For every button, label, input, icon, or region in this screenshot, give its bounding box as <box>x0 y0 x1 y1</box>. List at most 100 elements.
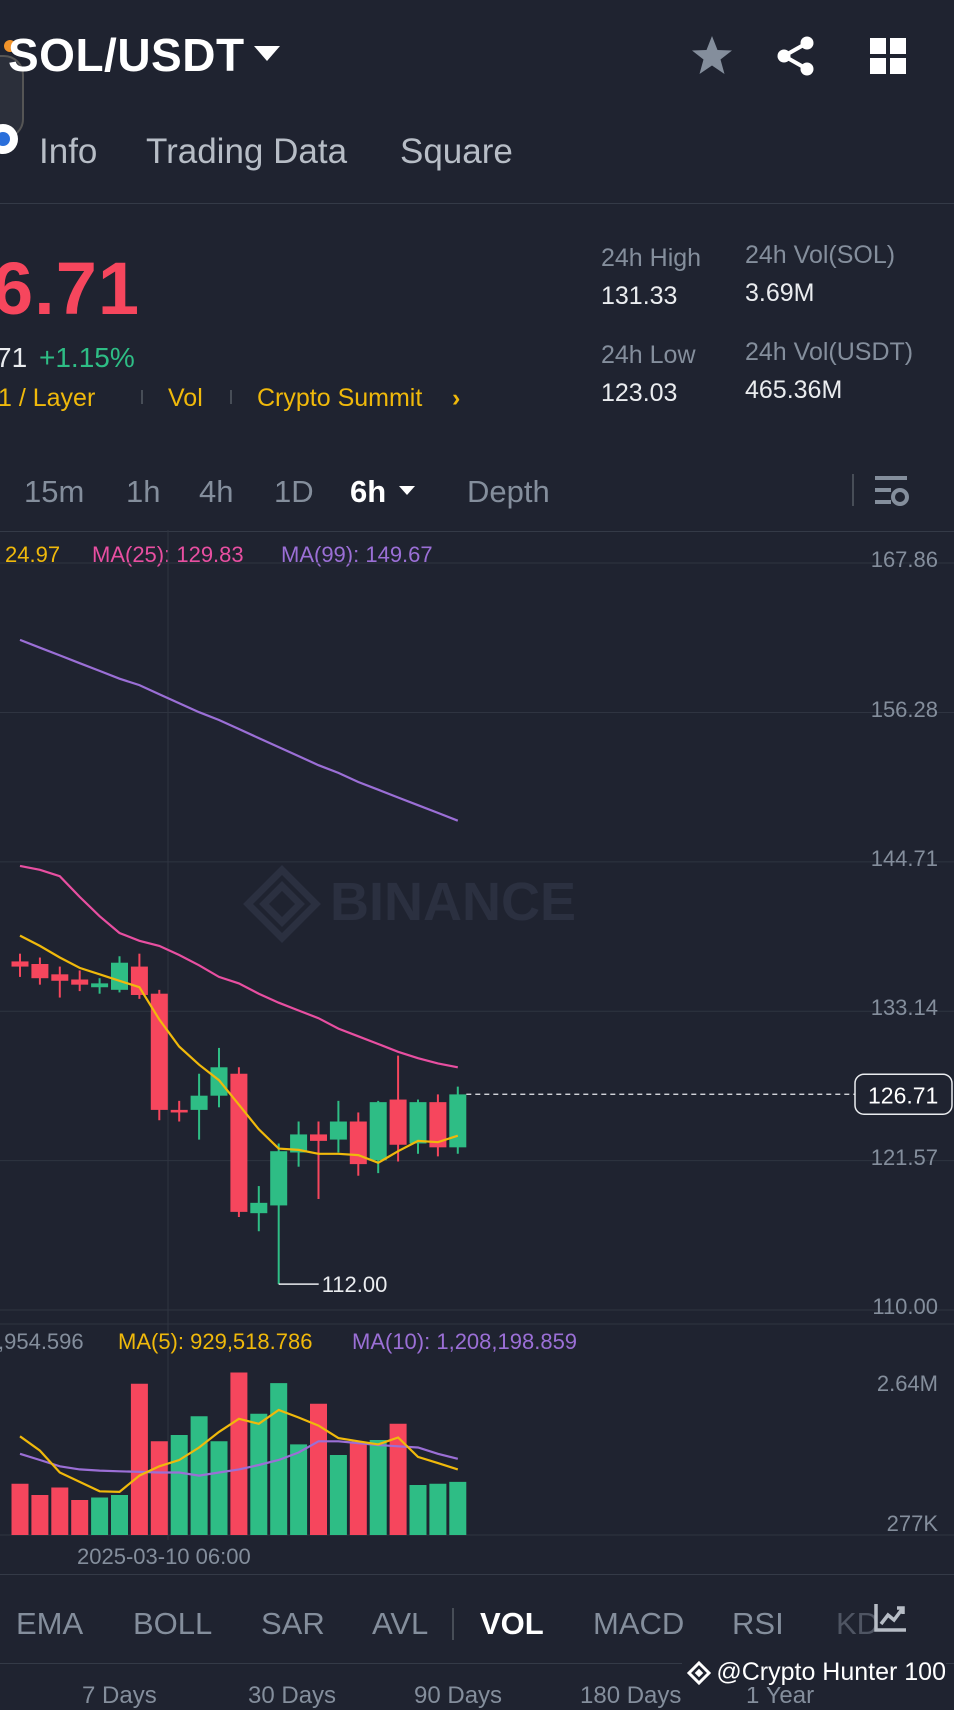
tag-vol[interactable]: Vol <box>168 384 203 412</box>
volume-bar <box>210 1441 228 1535</box>
candle-body <box>349 1121 367 1165</box>
indicator-kd[interactable]: KD <box>836 1606 880 1641</box>
price-axis-label: 167.86 <box>870 547 938 572</box>
grid-icon[interactable] <box>866 34 910 78</box>
volume-bar <box>250 1413 268 1535</box>
candle-body <box>389 1099 407 1145</box>
depth-tab[interactable]: Depth <box>467 474 550 509</box>
chart-top-divider <box>0 531 954 532</box>
tab-square[interactable]: Square <box>400 132 513 171</box>
indicator-ema[interactable]: EMA <box>16 1606 84 1641</box>
indicator-macd[interactable]: MACD <box>593 1606 685 1641</box>
fiat-price: 71 <box>0 342 28 373</box>
candle <box>250 1186 268 1232</box>
tag-crypto-summit[interactable]: Crypto Summit <box>257 384 423 412</box>
candle-body <box>51 974 69 981</box>
x-axis-label: 2025-03-10 06:00 <box>77 1544 251 1569</box>
interval-dropdown-icon[interactable] <box>399 486 415 495</box>
price-axis-label: 156.28 <box>870 696 938 722</box>
indicator-divider <box>452 1608 454 1640</box>
credit-text: @Crypto Hunter 100 <box>716 1658 946 1686</box>
tabs-divider <box>0 203 954 204</box>
star-icon[interactable] <box>690 34 734 78</box>
candle <box>11 953 29 977</box>
volume-bar <box>369 1440 387 1535</box>
price-axis-label: 121.57 <box>870 1144 938 1170</box>
candle <box>71 970 89 992</box>
candle <box>349 1112 367 1176</box>
candle <box>429 1094 447 1157</box>
current-price-marker: 126.71 <box>466 1073 953 1116</box>
interval-4h[interactable]: 4h <box>199 474 234 509</box>
indicator-avl[interactable]: AVL <box>372 1606 429 1641</box>
candle-body <box>130 966 148 995</box>
candle <box>51 966 69 998</box>
volume-bar <box>290 1444 308 1535</box>
volume-bar <box>310 1403 327 1535</box>
price-axis-label: 144.71 <box>870 845 938 871</box>
volume-bar <box>31 1495 49 1535</box>
interval-1d[interactable]: 1D <box>274 474 314 509</box>
indicator-boll[interactable]: BOLL <box>133 1606 213 1641</box>
range-7d[interactable]: 7 Days <box>82 1682 157 1709</box>
indicator-rsi[interactable]: RSI <box>732 1606 784 1641</box>
candle <box>210 1047 228 1108</box>
ma-lines <box>19 638 459 1165</box>
indicator-vol[interactable]: VOL <box>480 1606 544 1641</box>
binance-logo-icon <box>243 865 321 943</box>
tab-trading-data[interactable]: Trading Data <box>146 132 348 171</box>
chevron-right-icon[interactable]: › <box>452 384 461 412</box>
tag-layer[interactable]: 1 / Layer <box>0 384 96 412</box>
interval-6h[interactable]: 6h <box>350 474 387 509</box>
volume-bar <box>349 1443 367 1535</box>
candle-body <box>150 993 168 1110</box>
tab-info[interactable]: Info <box>39 132 98 171</box>
binance-watermark: BINANCE <box>330 872 576 932</box>
price-change: +1.15% <box>39 342 135 373</box>
notification-dot <box>4 40 16 52</box>
candle <box>150 989 168 1121</box>
volume-bar <box>91 1497 109 1535</box>
price-axis-label: 110.00 <box>872 1294 938 1319</box>
candle <box>31 957 49 985</box>
interval-1h[interactable]: 1h <box>126 474 161 509</box>
binance-logo-icon <box>687 1660 712 1686</box>
interval-15m[interactable]: 15m <box>24 474 85 509</box>
low-value: 123.03 <box>601 379 678 407</box>
volume-bar <box>51 1487 69 1535</box>
candle <box>111 956 128 993</box>
vol-usdt-label: 24h Vol(USDT) <box>745 338 914 366</box>
candle <box>91 978 109 994</box>
candle <box>270 1143 288 1285</box>
vol-usdt-value: 465.36M <box>745 376 843 404</box>
candle-body <box>111 962 128 990</box>
indicator-bar-divider <box>0 1663 954 1664</box>
profile-badge-icon <box>0 124 18 154</box>
range-180d[interactable]: 180 Days <box>580 1682 682 1709</box>
candle-body <box>429 1102 447 1148</box>
low-marker-label: 112.00 <box>322 1272 388 1297</box>
chart-bottom-divider <box>0 1574 954 1575</box>
chart-settings-icon[interactable] <box>873 474 909 508</box>
indicator-chart-icon[interactable] <box>874 1602 908 1632</box>
volume-bar <box>130 1383 148 1535</box>
price-chart[interactable]: BINANCE 112.00 126.71 <box>0 530 954 1575</box>
pair-title[interactable]: SOL/USDT <box>8 29 245 81</box>
candle-body <box>290 1134 308 1153</box>
credit-watermark: @Crypto Hunter 100 <box>682 1658 946 1687</box>
candle-body <box>449 1094 467 1148</box>
candle <box>409 1099 427 1154</box>
price-axis-label: 133.14 <box>870 995 938 1021</box>
candle-body <box>91 983 109 988</box>
candle <box>130 953 148 999</box>
indicator-sar[interactable]: SAR <box>261 1606 325 1641</box>
volume-bar <box>449 1481 467 1535</box>
share-icon[interactable] <box>774 34 818 78</box>
candle-body <box>71 979 89 985</box>
pair-dropdown-icon[interactable] <box>254 46 280 61</box>
range-30d[interactable]: 30 Days <box>248 1682 337 1709</box>
range-90d[interactable]: 90 Days <box>414 1682 503 1709</box>
ma7-line <box>19 934 459 1165</box>
vol-sol-label: 24h Vol(SOL) <box>745 241 896 269</box>
candle-body <box>250 1202 268 1214</box>
